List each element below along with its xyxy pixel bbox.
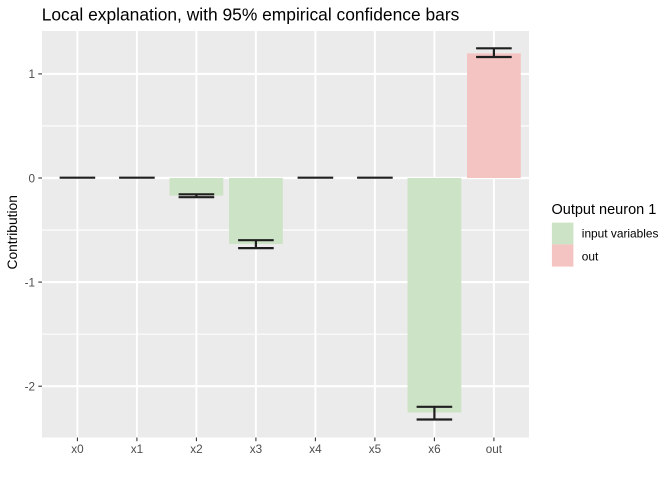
svg-text:x1: x1 [131, 443, 143, 456]
svg-text:out: out [582, 249, 599, 263]
svg-text:Contribution: Contribution [5, 195, 20, 269]
svg-text:x5: x5 [369, 443, 382, 456]
svg-text:x6: x6 [428, 443, 440, 456]
svg-text:1: 1 [28, 68, 35, 81]
svg-text:x3: x3 [250, 443, 262, 456]
svg-text:input variables: input variables [582, 226, 659, 240]
svg-text:-2: -2 [25, 381, 35, 394]
svg-text:Output neuron 1: Output neuron 1 [552, 202, 657, 218]
svg-text:0: 0 [28, 172, 35, 185]
svg-text:x0: x0 [71, 443, 84, 456]
svg-text:out: out [486, 443, 503, 456]
svg-text:x2: x2 [190, 443, 202, 456]
svg-text:Local explanation, with 95% em: Local explanation, with 95% empirical co… [42, 4, 460, 24]
svg-text:-1: -1 [25, 276, 35, 289]
svg-text:x4: x4 [309, 443, 322, 456]
